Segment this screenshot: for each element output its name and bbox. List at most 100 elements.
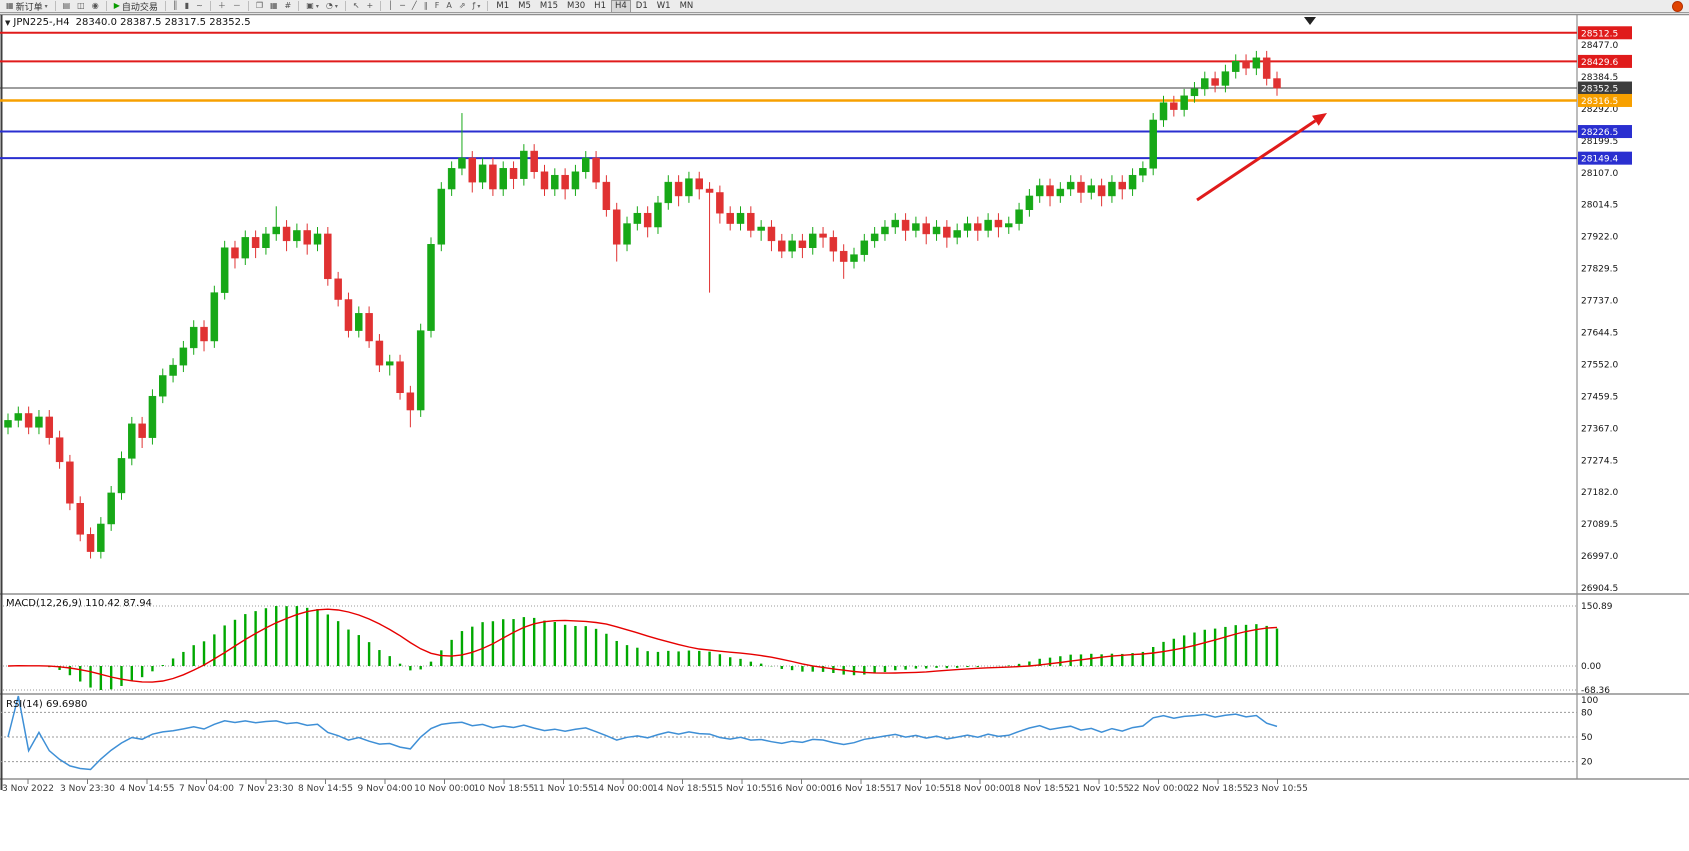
timeframe-m30[interactable]: M30 <box>567 0 586 11</box>
grid-icon: # <box>284 1 292 10</box>
equidistant-channel-icon: ∥ <box>423 1 428 10</box>
profiles-button[interactable]: ◔ ▾ <box>323 0 341 12</box>
bar-chart-icon: ║ <box>172 1 178 10</box>
svg-text:7 Nov 04:00: 7 Nov 04:00 <box>179 784 234 794</box>
zoom-in-icon: ＋ <box>217 1 226 10</box>
rsi-line <box>7 695 1278 771</box>
timeframe-d1[interactable]: D1 <box>635 0 648 11</box>
symbol-timeframe-label: JPN225-,H4 <box>13 17 70 28</box>
price-axis[interactable]: 28477.0 28384.5 28292.0 28199.5 28107.0 28014… <box>1578 26 1632 594</box>
data-window-icon: ◫ <box>77 1 85 10</box>
zoom-in-button[interactable]: ＋ <box>215 0 229 12</box>
svg-text:100: 100 <box>1581 696 1598 706</box>
caret-down-icon: ▾ <box>477 2 481 10</box>
svg-text:80: 80 <box>1581 708 1593 718</box>
horizontal-line-button[interactable]: ─ <box>397 0 408 12</box>
svg-text:28226.5: 28226.5 <box>1581 128 1618 138</box>
rsi-pane: 100 80 50 20 <box>0 695 1598 771</box>
zoom-out-button[interactable]: － <box>230 0 244 12</box>
macd-signal-line <box>7 608 1278 683</box>
toolbar: ▦ 新订单 ▾ ▤ ◫ ◉ ▶ 自动交易 ║ ▮ ~ ＋－ ❐ ▦ # ▣ ▾ ◔ ▾ ↖ + │ ─ ╱ ∥ F A ⇗ ƒ ▾ M1 M… <box>0 0 1689 13</box>
svg-text:150.89: 150.89 <box>1581 602 1613 612</box>
vertical-line-icon: │ <box>388 1 394 10</box>
svg-text:21 Nov 10:55: 21 Nov 10:55 <box>1069 784 1130 794</box>
autotrading-button[interactable]: ▶ 自动交易 <box>111 0 161 13</box>
svg-text:18 Nov 00:00: 18 Nov 00:00 <box>950 784 1011 794</box>
timeframe-w1[interactable]: W1 <box>656 0 671 11</box>
crosshair-button[interactable]: + <box>364 0 377 12</box>
svg-text:26997.0: 26997.0 <box>1581 552 1618 562</box>
timeframe-h4[interactable]: H4 <box>610 0 631 13</box>
collapse-triangle-icon[interactable]: ▼ <box>5 19 11 27</box>
connection-status-icon[interactable] <box>1672 0 1683 12</box>
timeframe-m15[interactable]: M15 <box>539 0 559 11</box>
trendline-icon: ╱ <box>411 1 417 10</box>
svg-text:3 Nov 23:30: 3 Nov 23:30 <box>60 784 115 794</box>
timeframe-m5[interactable]: M5 <box>518 0 531 11</box>
equidistant-channel-button[interactable]: ∥ <box>421 0 431 12</box>
timeframe-mn[interactable]: MN <box>679 0 694 11</box>
toolbar-separator <box>164 1 166 11</box>
annotations[interactable] <box>1196 17 1327 202</box>
new-order-button[interactable]: ▦ 新订单 ▾ <box>3 0 51 13</box>
timeframe-bar: M1 M5 M15 M30 H1 H4 D1 W1 MN <box>492 0 697 13</box>
trend-arrow <box>1196 119 1317 202</box>
tile-windows-button[interactable]: ❐ <box>253 0 266 12</box>
horizontal-lines[interactable] <box>0 31 1577 160</box>
data-window-button[interactable]: ◫ <box>74 0 88 12</box>
svg-text:14 Nov 00:00: 14 Nov 00:00 <box>593 784 654 794</box>
macd-pane: 150.89 0.00 -68.36 <box>0 602 1613 696</box>
svg-text:7 Nov 23:30: 7 Nov 23:30 <box>239 784 294 794</box>
time-axis[interactable]: 3 Nov 2022 3 Nov 23:30 4 Nov 14:55 7 Nov 04… <box>2 779 1308 794</box>
svg-text:4 Nov 14:55: 4 Nov 14:55 <box>120 784 175 794</box>
svg-text:10 Nov 18:55: 10 Nov 18:55 <box>474 784 535 794</box>
toolbar-separator <box>209 1 211 11</box>
navigator-button[interactable]: ◉ <box>89 0 102 12</box>
candlestick-chart-button[interactable]: ▮ <box>182 0 192 12</box>
toolbar-separator <box>487 1 489 11</box>
toolbar-separator <box>380 1 382 11</box>
tile-windows-icon: ❐ <box>255 1 263 10</box>
auto-arrange-button[interactable]: ▦ <box>267 0 281 12</box>
svg-text:3 Nov 2022: 3 Nov 2022 <box>2 784 54 794</box>
autotrading-label: 自动交易 <box>121 2 158 13</box>
line-chart-button[interactable]: ~ <box>193 0 206 12</box>
ohlc-values: 28340.0 28387.5 28317.5 28352.5 <box>75 17 251 28</box>
market-watch-icon: ▤ <box>62 1 71 10</box>
svg-text:26904.5: 26904.5 <box>1581 584 1618 594</box>
grid-button[interactable]: # <box>282 0 295 12</box>
arrows-tool-button[interactable]: ⇗ <box>456 0 469 12</box>
market-watch-button[interactable]: ▤ <box>60 0 74 12</box>
trendline-button[interactable]: ╱ <box>409 0 420 12</box>
indicators-button[interactable]: ƒ ▾ <box>470 0 484 12</box>
svg-text:-68.36: -68.36 <box>1581 686 1610 696</box>
new-chart-icon: ▣ <box>306 1 314 10</box>
timeframe-h1[interactable]: H1 <box>594 0 606 11</box>
svg-text:27922.0: 27922.0 <box>1581 233 1618 243</box>
new-order-icon: ▦ <box>6 1 14 10</box>
arrows-tool-icon: ⇗ <box>458 1 466 10</box>
fibonacci-button[interactable]: F <box>432 0 443 12</box>
toolbar-items: ▦ 新订单 ▾ ▤ ◫ ◉ ▶ 自动交易 ║ ▮ ~ ＋－ ❐ ▦ # ▣ ▾ ◔ ▾ ↖ + │ ─ ╱ ∥ F A ⇗ ƒ ▾ <box>3 0 484 13</box>
trend-arrow-head <box>1312 113 1327 126</box>
cursor-icon: ↖ <box>352 1 360 10</box>
svg-text:11 Nov 10:55: 11 Nov 10:55 <box>533 784 594 794</box>
svg-text:22 Nov 18:55: 22 Nov 18:55 <box>1188 784 1249 794</box>
svg-text:28149.4: 28149.4 <box>1581 155 1618 165</box>
bar-chart-button[interactable]: ║ <box>170 0 181 12</box>
cursor-button[interactable]: ↖ <box>350 0 363 12</box>
crosshair-icon: + <box>366 1 374 10</box>
svg-text:8 Nov 14:55: 8 Nov 14:55 <box>298 784 353 794</box>
svg-text:50: 50 <box>1581 733 1593 743</box>
svg-text:16 Nov 00:00: 16 Nov 00:00 <box>771 784 832 794</box>
svg-text:14 Nov 18:55: 14 Nov 18:55 <box>652 784 713 794</box>
new-chart-button[interactable]: ▣ ▾ <box>303 0 322 12</box>
timeframe-m1[interactable]: M1 <box>496 0 510 11</box>
svg-text:18 Nov 18:55: 18 Nov 18:55 <box>1009 784 1070 794</box>
svg-text:27644.5: 27644.5 <box>1581 329 1618 339</box>
text-tool-button[interactable]: A <box>443 0 454 12</box>
caret-down-icon: ▾ <box>334 2 338 10</box>
vertical-line-button[interactable]: │ <box>385 0 396 12</box>
